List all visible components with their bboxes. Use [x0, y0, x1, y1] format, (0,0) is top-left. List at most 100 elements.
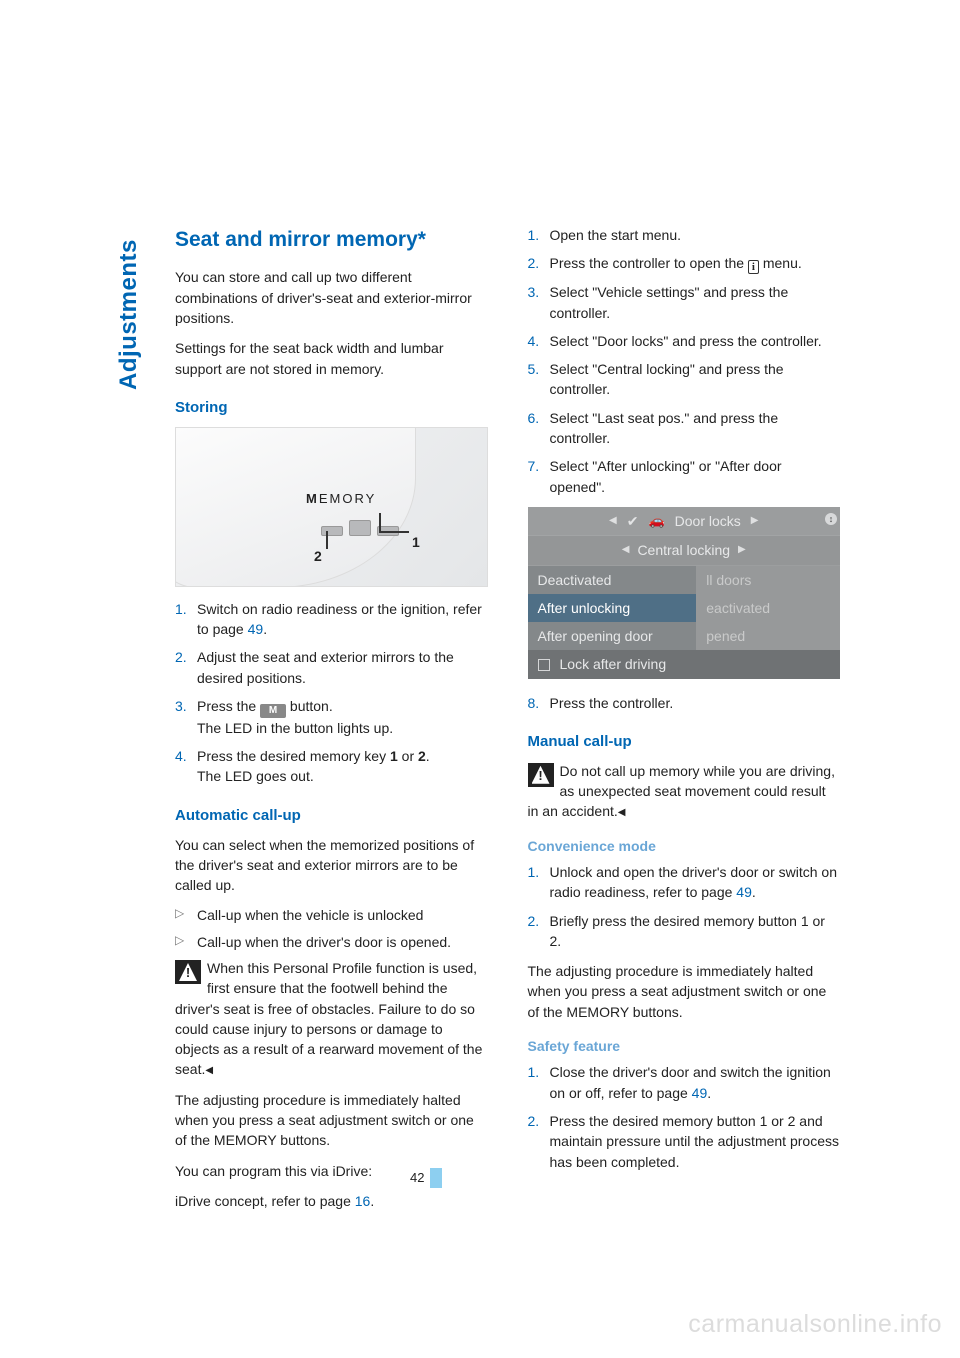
safety-steps: 1. Close the driver's door and switch th…	[528, 1062, 841, 1171]
list-item: 2. Briefly press the desired memory butt…	[528, 911, 841, 952]
bullet-list: ▷ Call-up when the vehicle is unlocked ▷…	[175, 905, 488, 952]
list-item: 1. Open the start menu.	[528, 225, 841, 245]
step-number: 4.	[175, 746, 197, 787]
seat-memory-figure: MEMORY 1 2	[175, 427, 488, 587]
screen-option-selected: After unlocking	[528, 594, 697, 622]
list-item: 6. Select "Last seat pos." and press the…	[528, 408, 841, 449]
section-label: Adjustments	[112, 239, 147, 390]
bullet-text: Call-up when the vehicle is unlocked	[197, 905, 423, 925]
memory-button-graphic	[349, 520, 371, 536]
step-text: Switch on radio readiness or the ignitio…	[197, 599, 488, 640]
list-item: 3. Press the M button. The LED in the bu…	[175, 696, 488, 738]
car-icon: 🚗	[648, 512, 664, 531]
step-number: 6.	[528, 408, 550, 449]
list-item: 5. Select "Central locking" and press th…	[528, 359, 841, 400]
step-number: 1.	[528, 862, 550, 903]
list-item: 3. Select "Vehicle settings" and press t…	[528, 282, 841, 323]
page-link[interactable]: 16	[355, 1193, 371, 1209]
chevron-left-icon: ◀	[622, 543, 630, 558]
text: .	[707, 1085, 711, 1101]
chevron-right-icon: ▶	[751, 514, 759, 529]
m-button-icon: M	[260, 704, 286, 718]
step-number: 3.	[175, 696, 197, 738]
memory-label: MEMORY	[306, 490, 376, 509]
step-text: Press the M button. The LED in the butto…	[197, 696, 488, 738]
step-text: Press the desired memory key 1 or 2. The…	[197, 746, 488, 787]
text: .	[263, 621, 267, 637]
text: or	[398, 748, 418, 764]
page-link[interactable]: 49	[248, 621, 264, 637]
list-item: 4. Press the desired memory key 1 or 2. …	[175, 746, 488, 787]
step-number: 3.	[528, 282, 550, 323]
warning-block: When this Personal Profile function is u…	[175, 958, 488, 1080]
text: iDrive concept, refer to page	[175, 1193, 355, 1209]
list-item: 1. Close the driver's door and switch th…	[528, 1062, 841, 1103]
list-item: 2. Adjust the seat and exterior mirrors …	[175, 647, 488, 688]
end-mark-icon: ◀	[618, 806, 626, 821]
chevron-right-icon: ▶	[738, 543, 746, 558]
text: .	[370, 1193, 374, 1209]
paragraph: You can select when the memorized positi…	[175, 835, 488, 896]
memory-buttons-graphic	[321, 520, 401, 550]
text: Press the controller to open the	[550, 255, 748, 271]
step-text: Press the controller to open the i menu.	[550, 253, 841, 274]
screen-split: Deactivated After unlocking After openin…	[528, 566, 841, 651]
step-text: Open the start menu.	[550, 225, 841, 245]
step-number: 2.	[528, 1111, 550, 1172]
heading-safety-feature: Safety feature	[528, 1036, 841, 1056]
bullet-icon: ▷	[175, 932, 197, 952]
screen-option: Deactivated	[528, 566, 697, 594]
screen-value: pened	[696, 622, 840, 650]
bold: 1	[390, 748, 398, 764]
convenience-steps: 1. Unlock and open the driver's door or …	[528, 862, 841, 951]
text: button.	[286, 698, 333, 714]
list-item: 1. Unlock and open the driver's door or …	[528, 862, 841, 903]
step-text: Select "Central locking" and press the c…	[550, 359, 841, 400]
warning-block: Do not call up memory while you are driv…	[528, 761, 841, 822]
step-text: Adjust the seat and exterior mirrors to …	[197, 647, 488, 688]
step-text: Briefly press the desired memory button …	[550, 911, 841, 952]
step-text: Select "Door locks" and press the contro…	[550, 331, 841, 351]
bullet-text: Call-up when the driver's door is opened…	[197, 932, 451, 952]
callout-line	[379, 513, 381, 531]
end-mark-icon: ◀	[205, 1064, 213, 1079]
callout-number: 2	[314, 546, 322, 566]
step-number: 4.	[528, 331, 550, 351]
page-link[interactable]: 49	[692, 1085, 708, 1101]
bold: 2	[418, 748, 426, 764]
text: Press the	[197, 698, 260, 714]
page-number-value: 42	[410, 1169, 424, 1188]
scroll-icon: ↕	[825, 513, 837, 525]
step-number: 7.	[528, 456, 550, 497]
idrive-steps: 1. Open the start menu. 2. Press the con…	[528, 225, 841, 497]
step-text: Press the controller.	[550, 693, 841, 713]
seat-shape	[175, 427, 416, 587]
text: .	[752, 884, 756, 900]
text: .	[426, 748, 430, 764]
step-text: Select "Last seat pos." and press the co…	[550, 408, 841, 449]
step-number: 1.	[528, 225, 550, 245]
warning-text: When this Personal Profile function is u…	[175, 960, 482, 1077]
step-text: Press the desired memory button 1 or 2 a…	[550, 1111, 841, 1172]
warning-text: Do not call up memory while you are driv…	[528, 763, 835, 820]
step-number: 2.	[528, 253, 550, 274]
screen-breadcrumb: ◀ ✔ 🚗 Door locks ▶	[528, 507, 841, 536]
check-icon: ✔	[627, 511, 639, 531]
page-link[interactable]: 49	[736, 884, 752, 900]
storing-steps: 1. Switch on radio readiness or the igni…	[175, 599, 488, 787]
left-column: Seat and mirror memory* You can store an…	[175, 225, 488, 1221]
step-text: Unlock and open the driver's door or swi…	[550, 862, 841, 903]
two-column-layout: Seat and mirror memory* You can store an…	[175, 225, 840, 1221]
step-text: Close the driver's door and switch the i…	[550, 1062, 841, 1103]
screen-title: Door locks	[675, 511, 741, 531]
page-title: Seat and mirror memory*	[175, 225, 488, 255]
screen-left-pane: Deactivated After unlocking After openin…	[528, 566, 697, 651]
heading-automatic-callup: Automatic call-up	[175, 805, 488, 827]
paragraph: The adjusting procedure is immediately h…	[528, 961, 841, 1022]
step-number: 1.	[528, 1062, 550, 1103]
heading-storing: Storing	[175, 397, 488, 419]
screen-option: After opening door	[528, 622, 697, 650]
list-item: ▷ Call-up when the vehicle is unlocked	[175, 905, 488, 925]
list-item: 7. Select "After unlocking" or "After do…	[528, 456, 841, 497]
step-text: Select "After unlocking" or "After door …	[550, 456, 841, 497]
